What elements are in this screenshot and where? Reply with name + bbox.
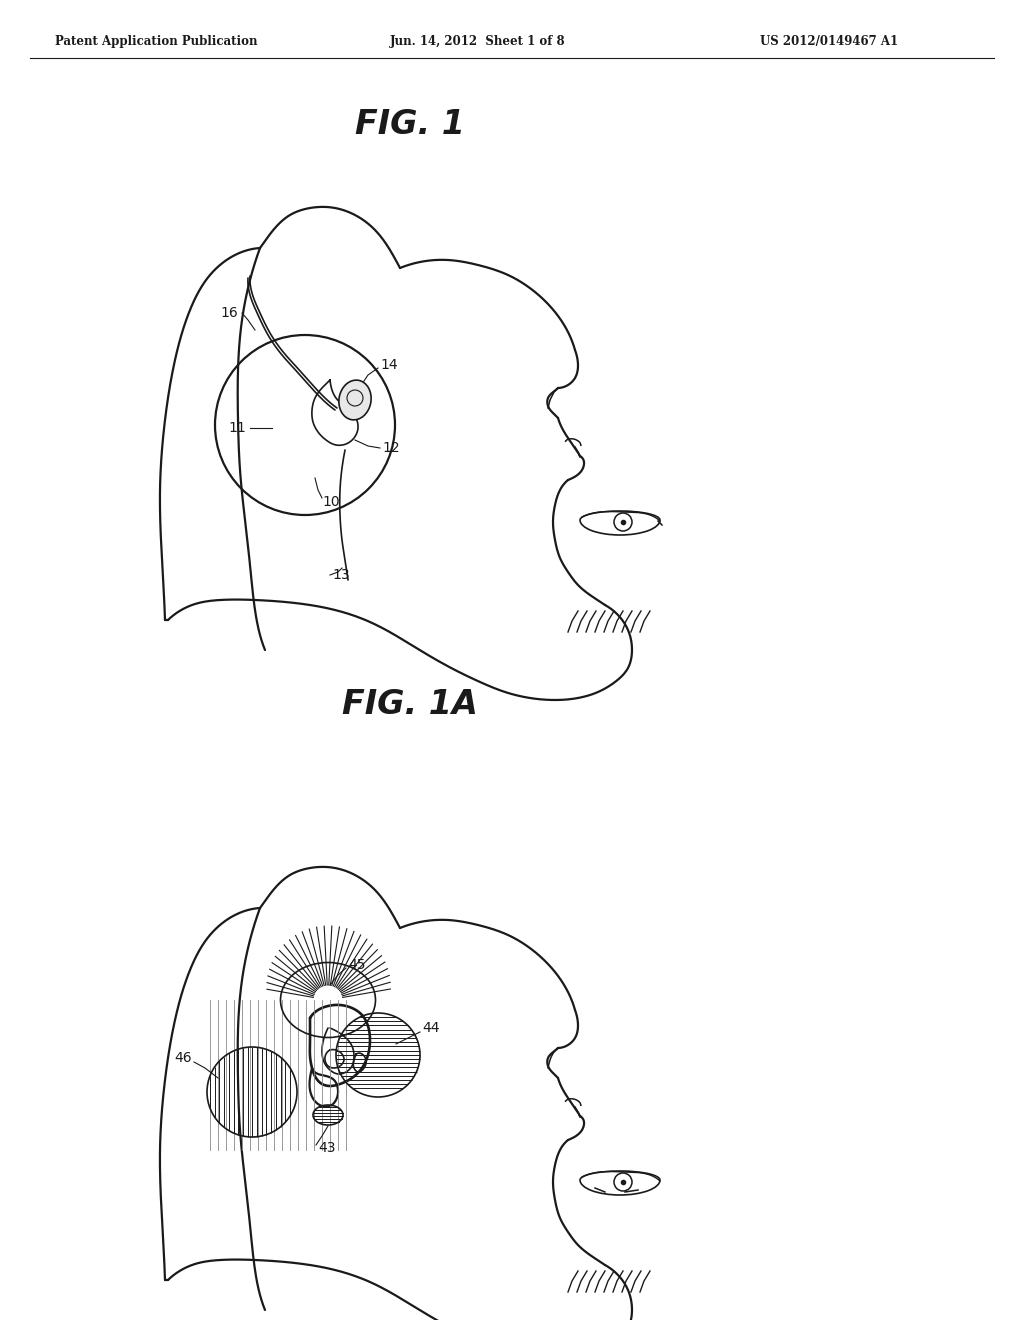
Text: 13: 13 [332,568,349,582]
Text: Jun. 14, 2012  Sheet 1 of 8: Jun. 14, 2012 Sheet 1 of 8 [390,36,565,49]
Text: 14: 14 [380,358,397,372]
Text: 11: 11 [228,421,246,436]
Text: 12: 12 [382,441,399,455]
Text: 45: 45 [348,958,366,972]
Text: 44: 44 [422,1020,439,1035]
Text: 10: 10 [322,495,340,510]
Text: FIG. 1: FIG. 1 [355,108,465,141]
Text: Patent Application Publication: Patent Application Publication [55,36,257,49]
Text: FIG. 1A: FIG. 1A [342,688,478,721]
Ellipse shape [339,380,371,420]
Text: US 2012/0149467 A1: US 2012/0149467 A1 [760,36,898,49]
Text: 16: 16 [220,306,238,319]
Text: 46: 46 [174,1051,193,1065]
Text: 43: 43 [318,1140,336,1155]
